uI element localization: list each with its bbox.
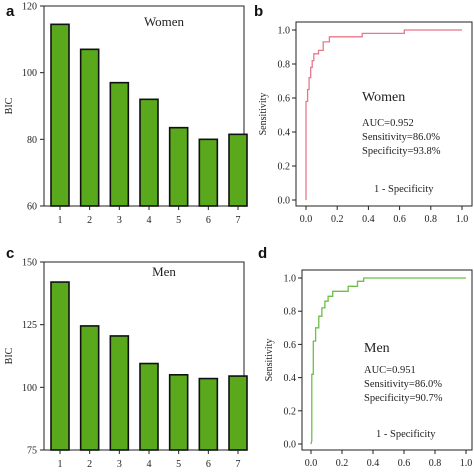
y-tick-label: 100 bbox=[22, 68, 37, 79]
y-axis-title: Sensitivity bbox=[264, 339, 275, 382]
y-tick-label: 0.4 bbox=[278, 128, 291, 139]
roc-curve bbox=[305, 29, 462, 200]
x-tick-label: 6 bbox=[206, 459, 211, 470]
bar-2 bbox=[79, 325, 100, 451]
bar-3 bbox=[109, 81, 130, 207]
y-tick-label: 80 bbox=[27, 135, 37, 146]
x-tick-label: 3 bbox=[117, 459, 122, 470]
roc-curve bbox=[310, 277, 466, 445]
bar-6 bbox=[198, 138, 219, 207]
y-tick-label: 1.0 bbox=[284, 274, 297, 285]
y-axis-title: BIC bbox=[4, 347, 15, 364]
y-tick-label: 100 bbox=[22, 383, 37, 394]
x-tick-label: 4 bbox=[147, 215, 152, 226]
panel-letter-d: d bbox=[258, 245, 267, 262]
roc-stat-1: Sensitivity=86.0% bbox=[364, 379, 442, 390]
x-tick-label: 0.8 bbox=[425, 214, 438, 225]
x-tick-label: 0.2 bbox=[331, 214, 344, 225]
x-tick-label: 0.6 bbox=[398, 458, 411, 469]
x-tick-label: 0.8 bbox=[429, 458, 442, 469]
x-tick-label: 0.4 bbox=[362, 214, 375, 225]
x-axis-title: 1 - Specificity bbox=[374, 184, 434, 195]
x-tick-label: 7 bbox=[236, 215, 241, 226]
x-axis-title: 1 - Specificity bbox=[376, 429, 436, 440]
x-tick-label: 1 bbox=[58, 215, 63, 226]
x-tick-label: 0.2 bbox=[336, 458, 349, 469]
x-tick-label: 4 bbox=[147, 459, 152, 470]
roc-group-title: Men bbox=[364, 341, 390, 356]
x-tick-label: 0.0 bbox=[300, 214, 313, 225]
roc-stat-0: AUC=0.952 bbox=[362, 118, 414, 129]
y-tick-label: 0.2 bbox=[278, 162, 291, 173]
bar-2 bbox=[79, 48, 100, 207]
x-tick-label: 2 bbox=[87, 215, 92, 226]
y-tick-label: 60 bbox=[27, 202, 37, 213]
y-tick-label: 0.0 bbox=[278, 196, 291, 207]
y-tick-label: 0.8 bbox=[278, 60, 291, 71]
x-tick-label: 2 bbox=[87, 459, 92, 470]
y-tick-label: 0.2 bbox=[284, 406, 297, 417]
y-tick-label: 75 bbox=[27, 446, 37, 457]
x-tick-label: 1 bbox=[58, 459, 63, 470]
bar-7 bbox=[228, 375, 248, 451]
y-tick-label: 120 bbox=[22, 2, 37, 13]
roc-chart-women: 0.0 0.2 0.4 0.6 0.8 1.0 0.0 0.2 0.4 0.6 0.8 1.0 Sens… bbox=[258, 21, 473, 225]
roc-stat-0: AUC=0.951 bbox=[364, 365, 416, 376]
x-tick-label: 1.0 bbox=[460, 458, 473, 469]
bar-5 bbox=[168, 373, 189, 451]
bar-1 bbox=[50, 23, 70, 207]
y-tick-label: 0.6 bbox=[284, 340, 297, 351]
y-tick-label: 0.8 bbox=[284, 307, 297, 318]
chart-title: Men bbox=[152, 264, 176, 279]
x-tick-label: 5 bbox=[176, 459, 181, 470]
x-tick-label: 6 bbox=[206, 215, 211, 226]
x-tick-label: 7 bbox=[236, 459, 241, 470]
panel-letter-b: b bbox=[254, 3, 263, 20]
plot-frame bbox=[301, 269, 473, 451]
bar-3 bbox=[109, 335, 130, 451]
x-tick-label: 0.0 bbox=[305, 458, 318, 469]
bar-1 bbox=[50, 281, 70, 451]
y-axis-title: BIC bbox=[4, 97, 15, 114]
bar-5 bbox=[168, 126, 189, 207]
bic-chart-men: 1 2 3 4 5 6 7 75 100 125 150 BIC Men bbox=[4, 258, 248, 470]
roc-stat-2: Specificity=90.7% bbox=[364, 393, 443, 404]
plot-frame bbox=[295, 21, 473, 207]
y-tick-label: 0.0 bbox=[284, 440, 297, 451]
x-tick-label: 0.6 bbox=[393, 214, 406, 225]
roc-stat-2: Specificity=93.8% bbox=[362, 146, 441, 157]
x-tick-label: 5 bbox=[176, 215, 181, 226]
y-axis-title: Sensitivity bbox=[258, 93, 269, 136]
roc-stat-1: Sensitivity=86.0% bbox=[362, 132, 440, 143]
bar-4 bbox=[139, 362, 159, 451]
roc-group-title: Women bbox=[362, 90, 405, 105]
bar-4 bbox=[139, 98, 159, 207]
bar-7 bbox=[228, 133, 248, 207]
y-tick-label: 1.0 bbox=[278, 26, 291, 37]
bic-chart-women: 1 2 3 4 5 6 7 60 80 100 120 BIC Women bbox=[4, 2, 248, 226]
y-tick-label: 125 bbox=[22, 320, 37, 331]
y-tick-label: 0.6 bbox=[278, 94, 291, 105]
x-tick-label: 1.0 bbox=[456, 214, 469, 225]
chart-title: Women bbox=[144, 14, 185, 29]
x-tick-label: 3 bbox=[117, 215, 122, 226]
panel-letter-a: a bbox=[6, 3, 15, 20]
roc-chart-men: 0.0 0.2 0.4 0.6 0.8 1.0 0.0 0.2 0.4 0.6 0.8 1.0 Sens… bbox=[264, 269, 473, 469]
y-tick-label: 150 bbox=[22, 258, 37, 269]
y-tick-label: 0.4 bbox=[284, 373, 297, 384]
panel-letter-c: c bbox=[6, 245, 14, 262]
bar-6 bbox=[198, 377, 219, 451]
x-tick-label: 0.4 bbox=[367, 458, 380, 469]
